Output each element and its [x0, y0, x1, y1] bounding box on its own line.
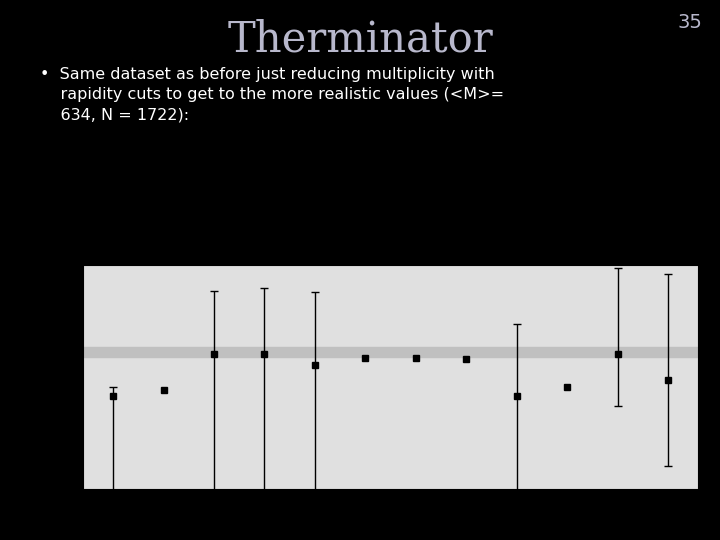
- Bar: [83, 347, 698, 357]
- Text: Therminator: Therminator: [227, 19, 493, 61]
- Text: 35: 35: [677, 14, 702, 32]
- Text: •  Same dataset as before just reducing multiplicity with
    rapidity cuts to g: • Same dataset as before just reducing m…: [40, 68, 504, 122]
